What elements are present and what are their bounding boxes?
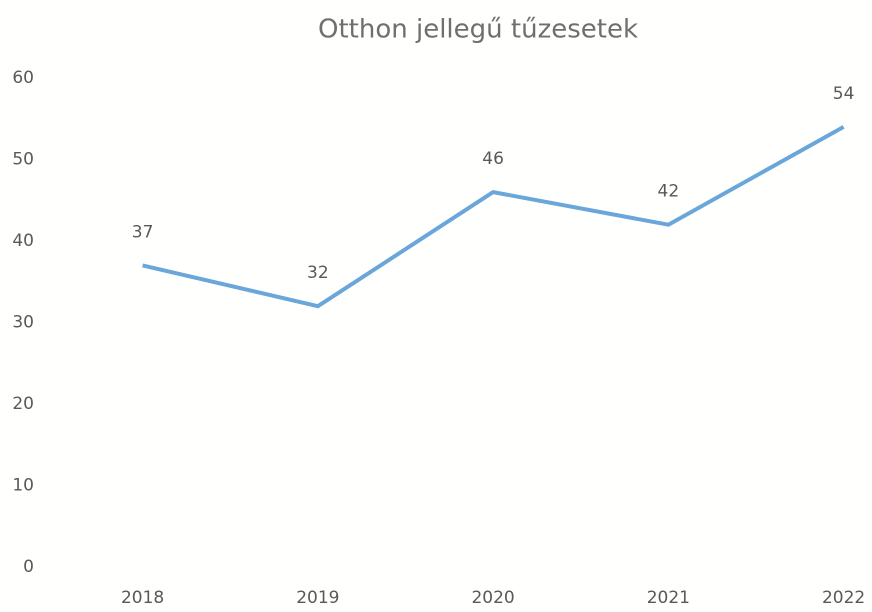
x-tick-label: 2020 (471, 588, 514, 608)
data-label: 32 (307, 263, 329, 283)
y-tick-label: 0 (23, 557, 34, 577)
y-tick-label: 60 (12, 68, 34, 88)
x-tick-label: 2018 (121, 588, 164, 608)
data-label: 37 (132, 222, 154, 242)
y-tick-label: 30 (12, 313, 34, 333)
x-tick-label: 2019 (296, 588, 339, 608)
data-label: 54 (833, 84, 855, 104)
y-tick-label: 20 (12, 394, 34, 414)
x-tick-label: 2022 (822, 588, 865, 608)
chart-title: Otthon jellegű tűzesetek (318, 15, 638, 45)
data-line (142, 125, 845, 309)
y-tick-label: 10 (12, 476, 34, 496)
y-tick-label: 50 (12, 150, 34, 170)
y-tick-label: 40 (12, 231, 34, 251)
data-label: 42 (658, 182, 680, 202)
data-label: 46 (482, 149, 504, 169)
x-tick-label: 2021 (647, 588, 690, 608)
